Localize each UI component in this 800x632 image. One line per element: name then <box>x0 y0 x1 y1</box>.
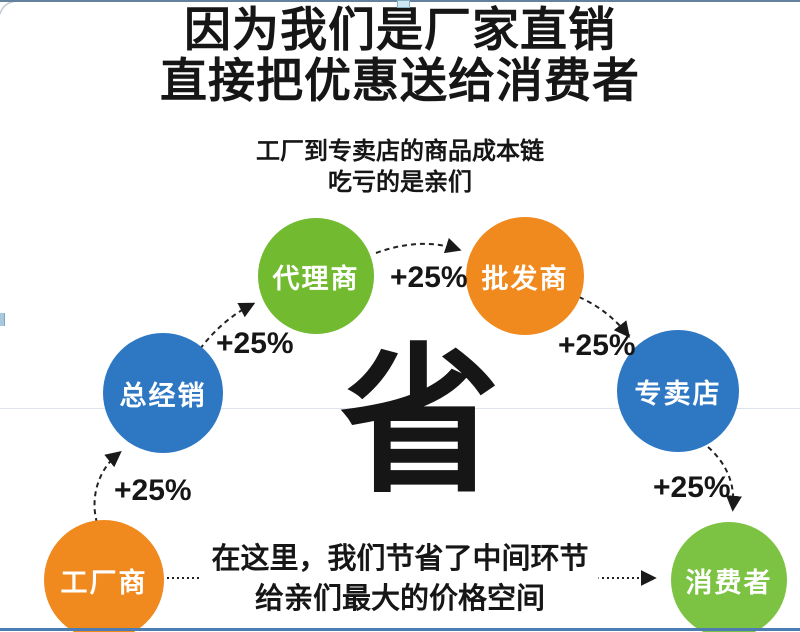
markup-agent-wholesaler: +25% <box>390 261 468 294</box>
subtitle-line-2: 吃亏的是亲们 <box>328 169 472 196</box>
footer-line-1: 在这里，我们节省了中间环节 <box>211 543 589 575</box>
markup-store-consumer: +25% <box>653 471 731 504</box>
arrow-agent-to-wholesaler <box>375 237 462 254</box>
footer-line-2: 给亲们最大的价格空间 <box>254 583 546 615</box>
resize-handle-top[interactable] <box>397 0 410 8</box>
node-factory-label: 工厂商 <box>60 567 148 598</box>
node-consumer: 消费者 <box>671 522 787 632</box>
markup-wholesaler-store: +25% <box>558 329 636 362</box>
node-agent: 代理商 <box>258 218 374 334</box>
page-title: 因为我们是厂家直销 直接把优惠送给消费者 <box>0 4 800 106</box>
title-line-2: 直接把优惠送给消费者 <box>160 54 640 107</box>
markup-factory-distributor: +25% <box>114 474 192 507</box>
markup-distributor-agent: +25% <box>216 327 294 360</box>
subtitle-line-1: 工厂到专卖店的商品成本链 <box>256 138 544 165</box>
arrow-factory-to-distributor <box>93 450 122 524</box>
save-character: 省 <box>339 332 500 511</box>
footer-slogan: 在这里，我们节省了中间环节 给亲们最大的价格空间 <box>201 539 599 619</box>
node-agent-label: 代理商 <box>272 263 360 294</box>
node-distributor-label: 总经销 <box>119 380 207 411</box>
node-store: 专卖店 <box>617 330 739 452</box>
node-consumer-label: 消费者 <box>685 567 773 598</box>
subtitle: 工厂到专卖店的商品成本链 吃亏的是亲们 <box>0 136 800 198</box>
background-divider-line <box>0 408 800 409</box>
node-distributor: 总经销 <box>103 333 223 453</box>
resize-handle-left[interactable] <box>0 313 5 326</box>
arrow-wholesaler-to-store <box>578 296 630 338</box>
node-factory: 工厂商 <box>44 520 164 632</box>
node-wholesaler: 批发商 <box>466 217 584 335</box>
node-store-label: 专卖店 <box>634 378 722 409</box>
node-wholesaler-label: 批发商 <box>481 263 569 294</box>
title-line-1: 因为我们是厂家直销 <box>184 3 616 56</box>
cell-border-bottom <box>0 628 800 631</box>
